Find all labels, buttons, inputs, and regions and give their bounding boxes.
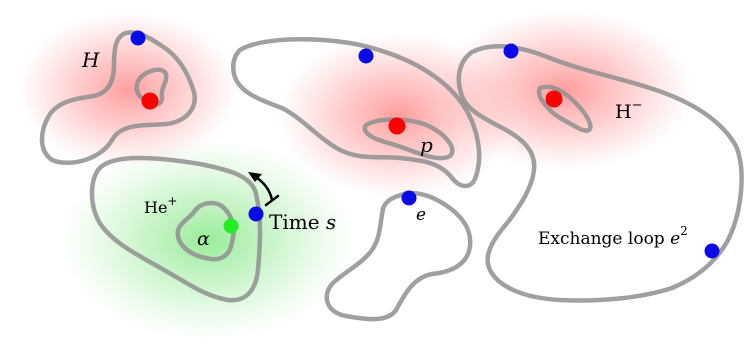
helium-outer-loop: [89, 155, 263, 303]
label-time-word: Time: [269, 210, 326, 234]
time-arrow-tail-bar: [264, 194, 280, 207]
hminus-outer-loop: [456, 44, 744, 303]
label-alpha: α: [197, 228, 210, 250]
proton-dot-p: [388, 117, 406, 135]
label-helium-sup: +: [167, 194, 177, 208]
glow-hminus: [437, 10, 693, 170]
time-arrow-head-icon: [248, 172, 262, 182]
label-proton: p: [420, 133, 433, 157]
electron-dot-helium: [248, 206, 264, 222]
label-helium-ion: He+: [144, 194, 177, 217]
electron-loop: [324, 191, 473, 322]
hydrogen-outer-loop: [39, 30, 197, 166]
label-hminus-sup: −: [632, 98, 643, 113]
label-electron: e: [416, 205, 426, 225]
hydrogen-inner-loop: [134, 67, 169, 108]
glow-hydrogen: [18, 12, 238, 168]
label-exchange-loop: Exchange loop e2: [538, 224, 688, 249]
electron-dot-proton-loop: [358, 48, 374, 64]
electron-dot-hminus: [503, 43, 519, 59]
label-time-var: s: [326, 210, 336, 234]
label-hydrogen: H: [81, 48, 100, 72]
hminus-inner-loop: [536, 84, 593, 133]
glow-helium: [60, 140, 356, 340]
proton-outer-loop: [231, 37, 482, 189]
electron-dot-exchange: [704, 243, 720, 259]
label-hminus: H−: [615, 98, 642, 123]
label-time: Time s: [269, 210, 336, 234]
label-exchange-word: Exchange loop: [538, 229, 670, 249]
helium-inner-loop: [175, 200, 236, 262]
proton-dot-hminus: [545, 90, 563, 108]
label-exchange-sup: 2: [680, 224, 688, 238]
label-exchange-var: e: [670, 229, 680, 249]
proton-dot-hydrogen: [141, 92, 159, 110]
electron-dot-e: [401, 190, 417, 206]
label-hminus-base: H: [615, 101, 632, 123]
alpha-dot: [223, 218, 239, 234]
electron-dot-hydrogen: [130, 30, 146, 46]
proton-inner-loop: [362, 117, 455, 161]
label-helium-base: He: [144, 198, 167, 217]
